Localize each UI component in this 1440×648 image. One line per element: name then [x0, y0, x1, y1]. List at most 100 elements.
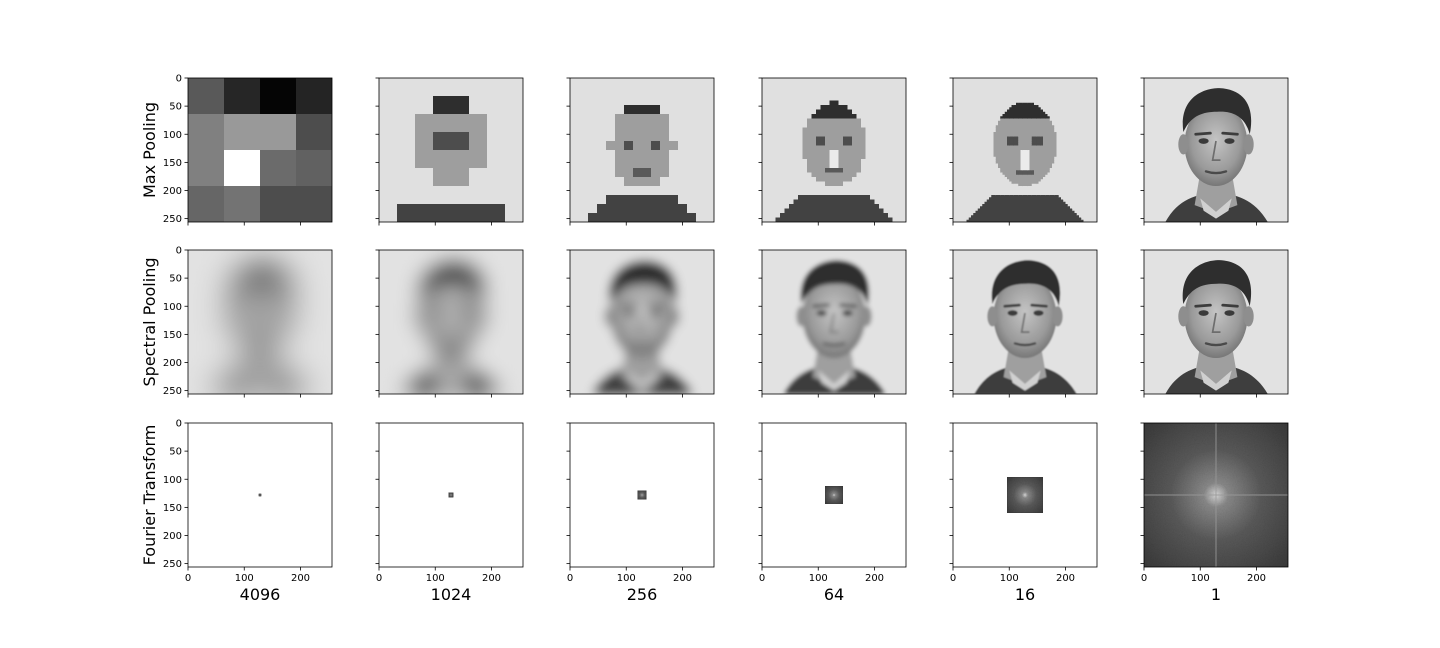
- pool-cell: [1043, 163, 1046, 167]
- pool-cell: [816, 168, 821, 173]
- pool-cell: [762, 78, 767, 83]
- pool-cell: [825, 82, 830, 88]
- pool-cell: [780, 159, 785, 164]
- pool-cell: [1047, 156, 1051, 160]
- pool-cell: [977, 156, 981, 160]
- pool-cell: [807, 190, 812, 196]
- pool-cell: [1013, 215, 1017, 218]
- pool-cell: [1061, 168, 1064, 171]
- pool-cell: [1058, 183, 1062, 187]
- pool-cell: [1000, 125, 1003, 128]
- pool-cell: [1031, 152, 1035, 155]
- pool-cell: [1043, 129, 1046, 133]
- pool-cell: [669, 123, 679, 133]
- pool-cell: [989, 204, 992, 207]
- pool-cell: [955, 183, 958, 187]
- pool-cell: [820, 159, 826, 164]
- pool-cell: [1020, 163, 1024, 167]
- pool-cell: [1007, 102, 1010, 106]
- pool-cell: [986, 100, 990, 104]
- pool-cell: [1043, 89, 1046, 92]
- pool-cell: [1004, 165, 1008, 169]
- pool-cell: [984, 183, 988, 187]
- pool-cell: [1063, 190, 1066, 194]
- pool-cell: [955, 111, 958, 115]
- pool-cell: [993, 215, 997, 218]
- pool-cell: [1013, 100, 1017, 104]
- pool-cell: [975, 120, 979, 124]
- pool-cell: [883, 118, 889, 124]
- pool-cell: [825, 199, 830, 205]
- pool-cell: [883, 208, 889, 214]
- pool-cell: [1038, 150, 1042, 153]
- pool-cell: [1054, 215, 1057, 218]
- pool-cell: [901, 181, 906, 187]
- pool-cell: [1007, 105, 1010, 108]
- pool-cell: [1063, 156, 1066, 160]
- pool-cell: [964, 87, 967, 90]
- pool-cell: [1054, 143, 1057, 146]
- pool-cell: [1000, 136, 1003, 140]
- pool-cell: [1020, 172, 1024, 176]
- pool-cell: [1002, 78, 1006, 81]
- pool-cell: [991, 134, 994, 137]
- pool-cell: [975, 174, 979, 178]
- pool-cell: [998, 190, 1001, 194]
- pool-cell: [678, 96, 688, 106]
- pool-cell: [991, 82, 994, 86]
- pool-cell: [1040, 129, 1044, 133]
- pool-cell: [1031, 93, 1035, 97]
- pool-cell: [624, 132, 634, 142]
- pool-cell: [1061, 183, 1064, 187]
- pool-cell: [1027, 116, 1030, 119]
- pool-cell: [986, 109, 990, 113]
- pool-cell: [789, 100, 794, 106]
- pool-cell: [966, 199, 970, 203]
- pool-cell: [964, 89, 967, 92]
- pool-cell: [874, 168, 880, 173]
- pool-cell: [1013, 188, 1017, 191]
- pool-cell: [865, 127, 871, 133]
- pool-cell: [993, 174, 997, 178]
- pool-cell: [1038, 105, 1042, 108]
- pool-cell: [1070, 179, 1073, 182]
- pool-cell: [1022, 102, 1026, 106]
- pool-cell: [1072, 136, 1075, 140]
- pool-cell: [597, 132, 607, 142]
- pool-cell: [1020, 114, 1024, 117]
- pool-cell: [1058, 174, 1062, 178]
- pool-cell: [843, 204, 848, 209]
- pool-cell: [962, 181, 965, 185]
- pool-cell: [1074, 186, 1078, 189]
- pool-cell: [771, 100, 776, 106]
- pool-cell: [1020, 156, 1024, 160]
- pool-cell: [1038, 143, 1042, 146]
- pool-cell: [1070, 129, 1073, 133]
- pool-cell: [766, 132, 772, 137]
- pool-cell: [829, 204, 835, 209]
- pool-cell: [1074, 183, 1078, 187]
- pool-cell: [838, 87, 844, 92]
- pool-cell: [771, 127, 776, 133]
- pool-cell: [1031, 210, 1035, 214]
- pool-cell: [1047, 159, 1051, 162]
- pool-cell: [962, 147, 965, 151]
- pool-cell: [975, 150, 979, 153]
- pool-cell: [1013, 165, 1017, 169]
- pool-cell: [973, 102, 976, 106]
- pool-cell: [1061, 114, 1064, 117]
- pool-cell: [1038, 213, 1042, 216]
- pool-cell: [1025, 215, 1028, 218]
- pool-cell: [1067, 98, 1071, 101]
- pool-cell: [980, 89, 983, 92]
- pool-cell: [829, 177, 835, 182]
- pool-cell: [1009, 127, 1012, 131]
- pool-cell: [1047, 84, 1051, 88]
- pool-cell: [968, 93, 972, 97]
- pool-cell: [1038, 201, 1042, 205]
- pool-cell: [1038, 132, 1042, 135]
- pool-cell: [588, 78, 598, 88]
- pool-cell: [798, 190, 803, 196]
- pool-cell: [1049, 96, 1053, 99]
- pool-cell: [829, 78, 835, 83]
